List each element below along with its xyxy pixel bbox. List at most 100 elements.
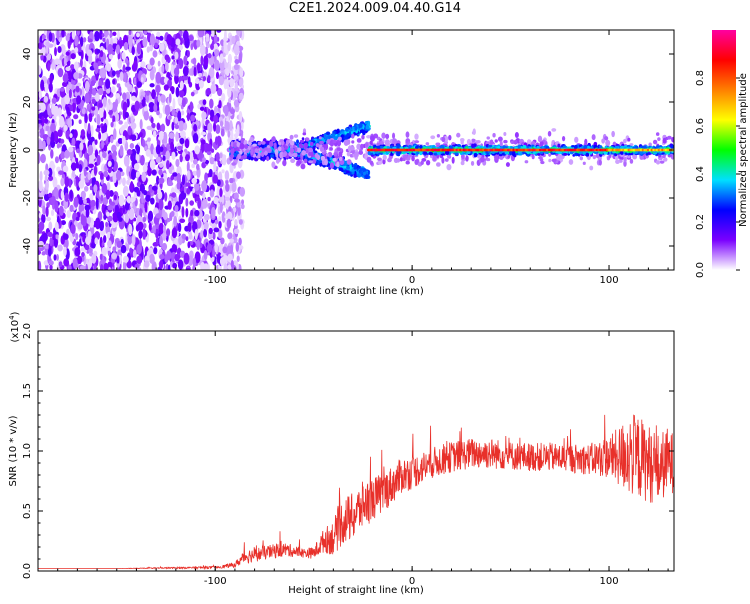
spectrogram-cell [118,195,124,206]
spectrogram-cell [44,96,48,103]
spectrogram-cell [222,155,226,165]
spectrogram-cell [261,141,266,145]
spectrogram-cell [525,160,529,163]
spectrogram-cell [116,170,121,181]
spectrogram-cell [120,71,124,81]
spectrogram-cell [185,198,188,207]
spectrogram-cell [169,93,172,103]
spectrogram-cell [69,133,72,138]
spectrogram-cell [176,87,180,98]
spectrogram-cell [310,142,314,146]
spectrogram-cell [76,95,81,104]
spectrogram-cell [64,150,69,159]
spectrogram-cell [353,165,356,170]
spectrogram-cell [142,139,145,148]
spectrogram-cell [240,143,245,150]
spectrogram-cell [205,37,209,42]
spectrogram-cell [91,254,96,264]
spectrogram-cell [200,107,204,111]
spectrogram-cell [436,162,441,167]
spectrogram-cell [325,143,328,150]
spectrogram-cell [492,133,495,137]
spectrogram-cell [175,159,179,167]
spectrogram-cell [85,264,88,275]
spectrogram-cell [365,143,368,147]
spectrogram-cell [111,223,116,228]
spectrogram-cell [117,212,122,219]
spectrogram-cell [66,35,70,42]
spectrogram-cell [486,136,489,139]
spectrogram-cell [111,253,117,259]
spectrogram-cell [131,116,134,124]
spectrogram-cell [152,169,157,175]
spectrogram-cell [185,208,188,218]
spectrogram-cell [58,68,64,77]
spectrogram-cell [506,162,510,167]
spectrogram-cell [195,229,198,240]
spectrogram-cell [332,158,336,162]
spectrogram-cell [562,136,565,141]
spectrogram-cell [39,51,43,55]
spectrogram-cell [122,205,125,214]
spectrogram-cell [187,222,191,232]
spectrogram-cell [117,241,122,248]
spectrogram-cell [227,42,230,51]
spectrogram-cell [656,160,660,164]
spectrogram-cell [172,228,177,239]
spectrogram-cell [330,157,333,160]
spectrogram-cell [94,237,98,244]
spectrogram-cell [64,125,68,131]
spectrogram-cell [365,121,368,124]
spectrogram-cell [84,186,89,192]
spectrogram-cell [495,139,498,142]
spectrogram-cell [213,228,219,233]
spectrogram-cell [135,145,139,151]
spectrogram-cell [593,155,596,159]
spectrogram-cell [96,73,99,80]
spectrogram-cell [47,136,50,145]
spectrogram-cell [162,50,166,56]
spectrogram-cell [476,140,481,144]
spectrogram-cell [656,132,659,136]
spectrogram-cell [113,128,117,140]
spectrogram-cell [155,232,158,238]
spectrogram-cell [202,199,208,209]
spectrogram-cell [185,138,190,148]
spectrogram-cell [53,254,56,260]
spectrogram-cell [583,162,586,165]
spectrogram-cell [136,225,140,232]
spectrogram-cell [237,142,241,148]
spectrogram-cell [79,119,82,124]
spectrogram-cell [68,265,72,272]
spectrogram-cell [117,83,121,87]
spectrogram-cell [112,79,115,85]
spectrogram-cell [190,115,195,122]
spectrogram-cell [163,225,166,234]
spectrogram-cell [197,62,201,71]
spectrogram-cell [308,152,311,156]
spectrogram-cell [149,254,155,264]
spectrogram-cell [226,69,230,77]
spectrogram-cell [360,129,364,133]
spectrogram-cell [446,164,451,170]
spectrogram-cell [290,147,294,153]
spectrogram-cell [592,134,596,140]
spectrogram-cell [156,156,161,163]
spectrogram-cell [51,103,55,115]
spectrogram-cell [294,147,297,152]
spectrogram-cell [94,31,100,42]
spectrogram-cell [207,197,210,201]
spectrogram-cell [182,206,185,218]
spectrogram-cell [442,137,446,142]
spectrogram-cell [157,122,161,130]
spectrogram-cell [128,224,132,236]
spectrogram-cell [169,132,174,139]
spectrogram-cell [660,161,665,164]
spectrogram-cell [320,147,324,152]
spectrogram-cell [235,82,238,92]
spectrogram-cell [210,189,215,197]
spectrogram-cell [430,135,435,139]
spectrogram-cell [361,135,364,140]
spectrogram-cell [193,159,198,165]
spectrogram-cell [107,240,112,247]
